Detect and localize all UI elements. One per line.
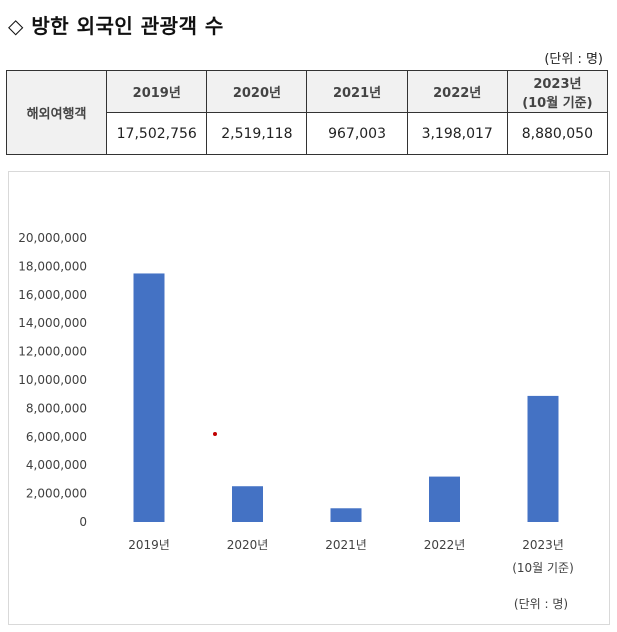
x-tick-label: 2022년 bbox=[424, 538, 466, 552]
x-tick-sublabel: (10월 기준) bbox=[512, 561, 574, 575]
row-header-cell: 해외여행객 bbox=[5, 70, 108, 155]
y-tick-label: 10,000,000 bbox=[18, 373, 87, 387]
y-tick-label: 16,000,000 bbox=[18, 288, 87, 302]
column-header: 2022년 bbox=[406, 70, 508, 113]
bar bbox=[429, 476, 460, 522]
column-header: 2021년 bbox=[306, 70, 408, 113]
column-header-year: 2019년 bbox=[132, 86, 181, 101]
table-cell: 2,519,118 bbox=[206, 112, 308, 155]
table-header-row: 해외여행객 2019년 2020년 2021년 2022년 2023년 (10월 … bbox=[5, 70, 609, 155]
table-cell: 17,502,756 bbox=[106, 112, 208, 155]
table-cell: 967,003 bbox=[306, 112, 408, 155]
page-title: ◇ 방한 외국인 관광객 수 bbox=[8, 14, 224, 38]
y-tick-label: 2,000,000 bbox=[26, 487, 87, 501]
column-header: 2023년 (10월 기준) bbox=[506, 70, 609, 113]
y-tick-label: 0 bbox=[79, 515, 87, 529]
chart-unit-note: (단위 : 명) bbox=[514, 597, 568, 611]
y-tick-label: 18,000,000 bbox=[18, 259, 87, 273]
x-tick-label: 2021년 bbox=[325, 538, 367, 552]
column-header: 2019년 bbox=[106, 70, 208, 113]
column-header-year: 2023년 bbox=[533, 76, 582, 92]
bar bbox=[330, 508, 362, 522]
marker-dot bbox=[213, 432, 217, 436]
column-header-note: (10월 기준) bbox=[522, 95, 593, 111]
chart-area: 0 2,000,000 4,000,000 6,000,000 8,000,000 10,… bbox=[8, 171, 610, 625]
unit-label: (단위 : 명) bbox=[544, 52, 603, 67]
y-tick-label: 14,000,000 bbox=[18, 316, 87, 330]
table-cell: 3,198,017 bbox=[406, 112, 508, 155]
bar bbox=[232, 486, 263, 522]
bar-chart: 0 2,000,000 4,000,000 6,000,000 8,000,000 10,… bbox=[18, 231, 574, 611]
y-tick-label: 12,000,000 bbox=[18, 345, 87, 359]
column-header-year: 2022년 bbox=[433, 86, 482, 101]
bar bbox=[527, 395, 559, 522]
y-tick-label: 4,000,000 bbox=[26, 458, 87, 472]
x-tick-label: 2019년 bbox=[128, 538, 170, 552]
x-tick-label: 2023년 bbox=[522, 538, 564, 552]
visitor-table: 해외여행객 2019년 2020년 2021년 2022년 2023년 (10월 … bbox=[5, 70, 609, 155]
y-tick-label: 20,000,000 bbox=[18, 231, 87, 245]
table-cell: 8,880,050 bbox=[506, 112, 609, 155]
table-row: 17,502,756 2,519,118 967,003 3,198,017 8… bbox=[7, 112, 609, 155]
bar bbox=[133, 273, 165, 522]
x-tick-label: 2020년 bbox=[227, 538, 269, 552]
y-tick-label: 8,000,000 bbox=[26, 401, 87, 415]
column-header-year: 2021년 bbox=[332, 86, 382, 101]
y-tick-label: 6,000,000 bbox=[26, 430, 87, 444]
column-header: 2020년 bbox=[206, 70, 308, 113]
column-header-year: 2020년 bbox=[232, 86, 281, 101]
